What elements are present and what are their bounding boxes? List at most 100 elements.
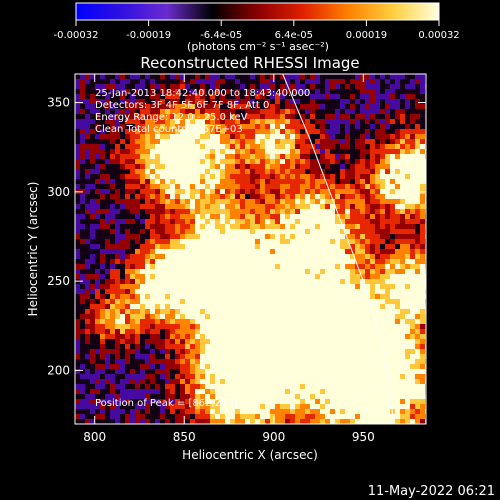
heatmap-cell xyxy=(185,369,190,374)
heatmap-cell xyxy=(135,194,140,199)
heatmap-cell xyxy=(150,219,155,224)
heatmap-cell xyxy=(110,164,115,169)
heatmap-cell xyxy=(150,349,155,354)
heatmap-cell xyxy=(335,99,340,104)
heatmap-cell xyxy=(145,284,150,289)
heatmap-cell xyxy=(105,284,110,289)
heatmap-cell xyxy=(135,74,140,79)
heatmap-cell xyxy=(415,209,420,214)
heatmap-cell xyxy=(210,174,215,179)
heatmap-cell xyxy=(265,179,270,184)
heatmap-cell xyxy=(415,194,420,199)
heatmap-cell xyxy=(350,344,355,349)
heatmap-cell xyxy=(415,114,420,119)
heatmap-cell xyxy=(245,144,250,149)
heatmap-cell xyxy=(220,404,225,409)
heatmap-cell xyxy=(335,184,340,189)
heatmap-cell xyxy=(390,164,395,169)
heatmap-cell xyxy=(115,194,120,199)
heatmap-cell xyxy=(150,314,155,319)
heatmap-cell xyxy=(410,404,415,409)
heatmap-cell xyxy=(75,369,80,374)
heatmap-cell xyxy=(125,174,130,179)
heatmap-cell xyxy=(250,329,255,334)
heatmap-cell xyxy=(235,194,240,199)
heatmap-cell xyxy=(390,94,395,99)
heatmap-cell xyxy=(255,359,260,364)
heatmap-cell xyxy=(290,354,295,359)
heatmap-cell xyxy=(80,164,85,169)
heatmap-cell xyxy=(340,74,345,79)
heatmap-cell xyxy=(200,389,205,394)
heatmap-cell xyxy=(100,379,105,384)
heatmap-cell xyxy=(420,129,425,134)
heatmap-cell xyxy=(225,244,230,249)
heatmap-cell xyxy=(320,219,325,224)
heatmap-cell xyxy=(175,254,180,259)
heatmap-cell xyxy=(175,374,180,379)
heatmap-cell xyxy=(360,134,365,139)
heatmap-cell xyxy=(205,104,210,109)
heatmap-cell xyxy=(415,129,420,134)
heatmap-cell xyxy=(210,334,215,339)
heatmap-cell xyxy=(275,164,280,169)
heatmap-cell xyxy=(220,84,225,89)
heatmap-cell xyxy=(140,364,145,369)
heatmap-cell xyxy=(355,289,360,294)
heatmap-cell xyxy=(290,309,295,314)
heatmap-cell xyxy=(320,384,325,389)
heatmap-cell xyxy=(400,369,405,374)
heatmap-cell xyxy=(320,144,325,149)
heatmap-cell xyxy=(280,224,285,229)
heatmap-cell xyxy=(210,94,215,99)
heatmap-cell xyxy=(340,264,345,269)
heatmap-cell xyxy=(295,294,300,299)
heatmap-cell xyxy=(150,194,155,199)
heatmap-cell xyxy=(335,309,340,314)
heatmap-cell xyxy=(275,209,280,214)
heatmap-cell xyxy=(375,239,380,244)
heatmap-cell xyxy=(390,109,395,114)
heatmap-cell xyxy=(110,99,115,104)
heatmap-cell xyxy=(315,399,320,404)
heatmap-cell xyxy=(125,189,130,194)
heatmap-cell xyxy=(325,219,330,224)
heatmap-cell xyxy=(235,199,240,204)
heatmap-cell xyxy=(95,164,100,169)
heatmap-cell xyxy=(300,189,305,194)
heatmap-cell xyxy=(280,349,285,354)
heatmap-cell xyxy=(150,264,155,269)
heatmap-cell xyxy=(155,249,160,254)
heatmap-cell xyxy=(85,104,90,109)
heatmap-cell xyxy=(380,294,385,299)
heatmap-cell xyxy=(105,124,110,129)
heatmap-cell xyxy=(175,84,180,89)
heatmap-cell xyxy=(130,404,135,409)
heatmap-cell xyxy=(110,394,115,399)
heatmap-cell xyxy=(235,294,240,299)
heatmap-cell xyxy=(330,339,335,344)
heatmap-cell xyxy=(185,109,190,114)
heatmap-cell xyxy=(120,244,125,249)
heatmap-cell xyxy=(350,89,355,94)
heatmap-cell xyxy=(310,304,315,309)
heatmap-cell xyxy=(275,394,280,399)
heatmap-cell xyxy=(280,194,285,199)
heatmap-cell xyxy=(185,119,190,124)
heatmap-cell xyxy=(385,264,390,269)
heatmap-cell xyxy=(360,224,365,229)
heatmap-cell xyxy=(285,204,290,209)
heatmap-cell xyxy=(255,229,260,234)
heatmap-cell xyxy=(295,274,300,279)
heatmap-cell xyxy=(105,84,110,89)
heatmap-cell xyxy=(95,404,100,409)
heatmap-cell xyxy=(225,94,230,99)
heatmap-cell xyxy=(85,244,90,249)
heatmap-cell xyxy=(285,194,290,199)
heatmap-cell xyxy=(205,369,210,374)
heatmap-cell xyxy=(185,224,190,229)
heatmap-cell xyxy=(255,124,260,129)
heatmap-cell xyxy=(420,224,425,229)
heatmap-cell xyxy=(340,124,345,129)
heatmap-cell xyxy=(95,419,100,424)
